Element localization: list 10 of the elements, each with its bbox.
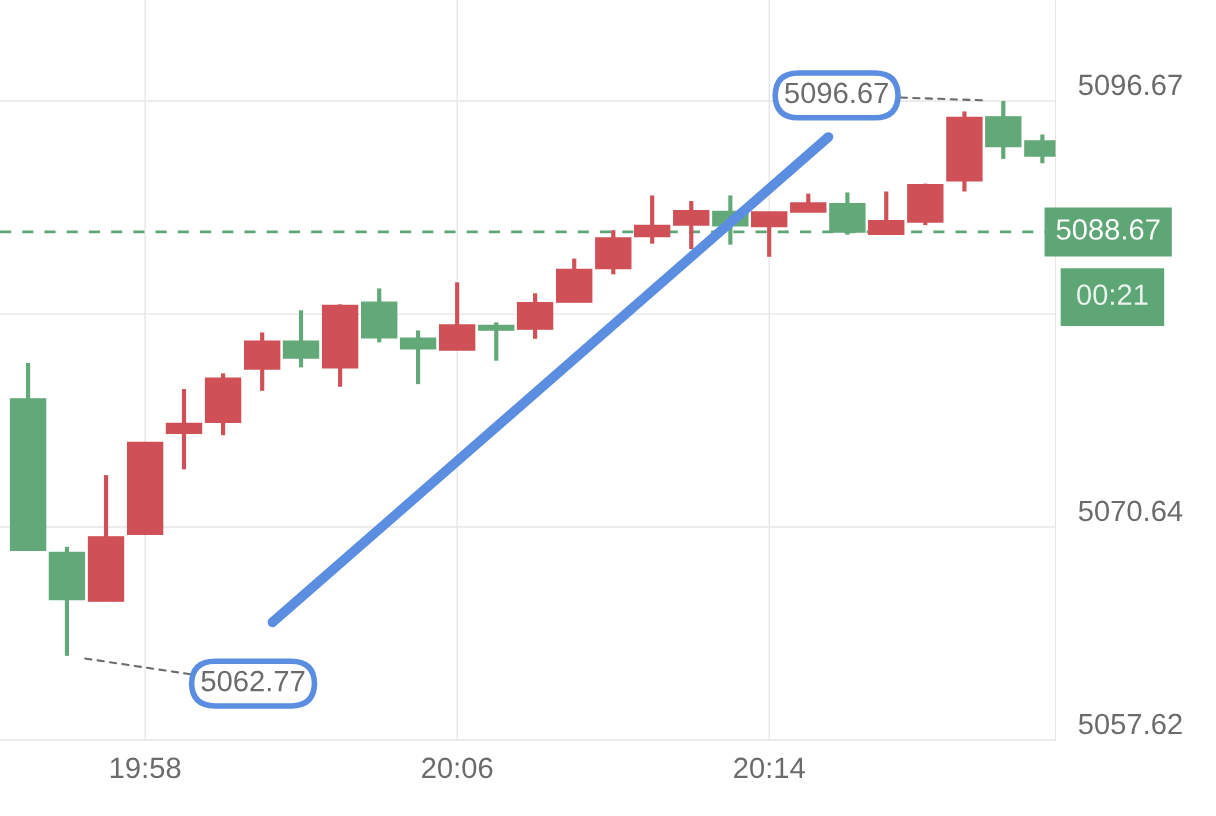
annotation: 5096.67 [785, 82, 888, 104]
text: 00:21 [1077, 284, 1148, 306]
x-tick-label: 19:58 [110, 757, 181, 779]
ref-line-label: 5088.67 [1056, 219, 1160, 240]
y-tick-label: 5070.64 [1078, 500, 1183, 522]
x-tick-label: 20:06 [422, 757, 493, 779]
annotation: 5062.77 [201, 670, 305, 692]
y-tick-label: 5096.67 [1078, 74, 1182, 96]
y-tick-label: 5057.62 [1078, 713, 1182, 735]
x-tick-label: 20:14 [734, 757, 805, 779]
